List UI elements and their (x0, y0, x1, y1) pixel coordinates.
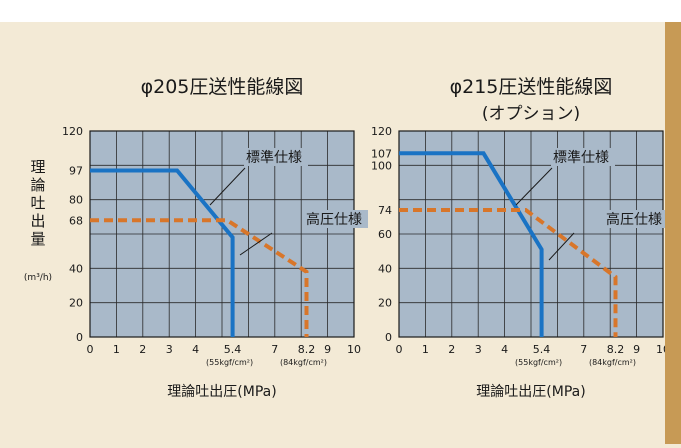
x-tick-label: 9 (324, 343, 331, 356)
series-annotation: 高圧仕様 (606, 211, 662, 228)
x-tick-label: 4 (192, 343, 199, 356)
x-tick-label: 2 (448, 343, 455, 356)
series-annotation: 標準仕様 (246, 150, 302, 166)
annotation-leader (515, 167, 553, 206)
y-tick-label: 68 (69, 214, 83, 227)
annotation-background (244, 148, 308, 166)
x-tick-label: 0 (396, 343, 403, 356)
y-axis-label-char: 論 (30, 176, 45, 194)
chart-subtitle: (オプション) (482, 104, 580, 124)
x-tick-label: 5.4 (224, 343, 242, 356)
y-tick-label: 20 (69, 297, 83, 310)
x-tick-label: 7 (271, 343, 278, 356)
x-tick-label: 8.2 (607, 343, 625, 356)
annotation-leader (209, 167, 246, 206)
y-tick-label: 40 (378, 262, 392, 275)
y-tick-label: 120 (371, 125, 392, 138)
y-tick-label: 0 (76, 331, 83, 344)
y-axis-label-char: 出 (30, 212, 45, 230)
annotation-leader (239, 232, 273, 256)
series-line-high-pressure (399, 208, 618, 337)
x-tick-label: 4 (501, 343, 508, 356)
x-tick-label: 0 (87, 343, 94, 356)
x-tick-note: (84kgf/cm²) (280, 358, 327, 367)
x-tick-label: 5.4 (533, 343, 551, 356)
x-tick-label: 2 (139, 343, 146, 356)
y-axis-label-char: 量 (30, 230, 45, 248)
y-axis-unit: (m³/h) (24, 273, 52, 283)
series-line-standard (399, 151, 544, 337)
y-tick-label: 120 (62, 125, 83, 138)
x-tick-note: (84kgf/cm²) (589, 358, 636, 367)
chart-title: φ215圧送性能線図 (450, 76, 613, 98)
plot-frame (398, 130, 664, 338)
y-tick-label: 40 (69, 262, 83, 275)
x-tick-label: 10 (656, 343, 665, 356)
x-tick-label: 8.2 (298, 343, 316, 356)
series-line-high-pressure (90, 218, 309, 337)
plot-frame (89, 130, 355, 338)
annotation-background (604, 210, 668, 228)
y-tick-label: 107 (371, 147, 392, 160)
y-axis-label-char: 理 (30, 158, 45, 176)
x-tick-label: 7 (580, 343, 587, 356)
y-tick-label: 20 (378, 297, 392, 310)
x-tick-label: 3 (475, 343, 482, 356)
page-edge (665, 22, 681, 444)
x-tick-note: (55kgf/cm²) (515, 358, 562, 367)
x-tick-label: 3 (166, 343, 173, 356)
series-annotation: 高圧仕様 (306, 211, 362, 228)
x-tick-note: (55kgf/cm²) (206, 358, 253, 367)
y-tick-label: 60 (378, 228, 392, 241)
y-tick-label: 100 (371, 159, 392, 172)
y-axis-label-char: 吐 (30, 194, 45, 212)
y-tick-label: 74 (378, 204, 392, 217)
series-annotation: 標準仕様 (553, 150, 609, 166)
x-tick-label: 1 (113, 343, 120, 356)
chart-title: φ205圧送性能線図 (141, 76, 304, 98)
y-tick-label: 80 (69, 194, 83, 207)
annotation-leader (548, 232, 575, 261)
x-axis-label: 理論吐出圧(MPa) (476, 384, 585, 400)
x-tick-label: 9 (633, 343, 640, 356)
x-tick-label: 10 (347, 343, 361, 356)
chart-panel: φ205圧送性能線図 0 20 40 68 80 97 120 0 1 2 3 4 5.4 7 8.2 9 10(… (0, 22, 670, 444)
annotation-background (304, 210, 368, 228)
annotation-background (551, 148, 615, 166)
top-margin (0, 0, 681, 22)
y-tick-label: 97 (69, 164, 83, 177)
x-tick-label: 1 (422, 343, 429, 356)
x-axis-label: 理論吐出圧(MPa) (167, 384, 276, 400)
series-line-standard (90, 168, 235, 337)
y-tick-label: 0 (385, 331, 392, 344)
